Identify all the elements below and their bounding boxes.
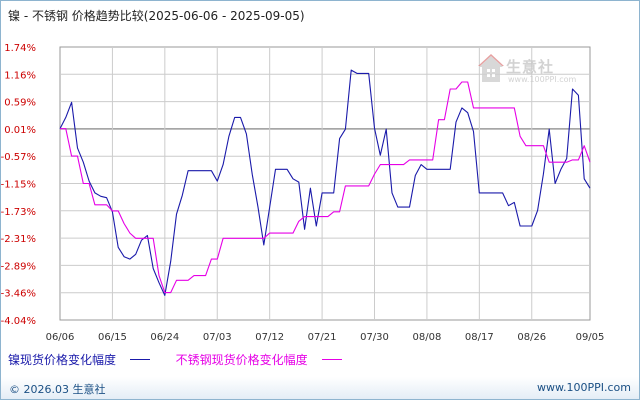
x-tick-label: 07/12: [255, 332, 284, 343]
site-link[interactable]: www.100PPI.com: [537, 381, 631, 394]
y-tick-label: -4.04%: [1, 316, 36, 327]
x-tick-label: 06/15: [98, 332, 127, 343]
x-tick-label: 07/03: [203, 332, 232, 343]
watermark-url: www.100PPI.com: [508, 75, 577, 84]
y-tick-label: -3.46%: [1, 289, 36, 300]
y-tick-label: -0.57%: [1, 152, 36, 163]
x-tick-label: 07/30: [360, 332, 389, 343]
y-tick-label: 1.74%: [4, 43, 36, 54]
x-axis: 06/06 06/15 06/24 07/03 07/12 07/21 07/30 08/08…: [46, 332, 605, 343]
x-tick-label: 08/08: [413, 332, 442, 343]
series-line-stainless: [60, 81, 591, 294]
legend-swatch-stainless: [321, 359, 342, 360]
watermark: 生意社 www.100PPI.com: [478, 54, 578, 90]
y-tick-label: -1.73%: [1, 207, 36, 218]
legend-label-nickel: 镍现货价格变化幅度: [8, 353, 117, 367]
legend: 镍现货价格变化幅度 不锈钢现货价格变化幅度: [8, 351, 364, 368]
series-lines: [59, 69, 591, 296]
series-line-nickel: [59, 69, 591, 296]
x-tick-label: 09/05: [576, 332, 605, 343]
y-tick-label: -1.15%: [1, 180, 36, 191]
x-tick-label: 08/17: [465, 332, 494, 343]
y-tick-label: -2.89%: [1, 261, 36, 272]
y-tick-label: -2.31%: [1, 234, 36, 245]
x-tick-label: 07/21: [308, 332, 337, 343]
chart-title: 镍 - 不锈钢 价格趋势比较(2025-06-06 - 2025-09-05): [8, 9, 305, 23]
footer: © 2026.03 生意社 www.100PPI.com: [1, 377, 639, 399]
y-tick-label: 0.01%: [4, 125, 36, 136]
y-tick-label: 1.16%: [4, 70, 36, 81]
copyright-text: © 2026.03 生意社: [9, 383, 106, 396]
watermark-name: 生意社: [506, 58, 555, 76]
x-tick-label: 06/06: [46, 332, 75, 343]
x-tick-label: 08/26: [517, 332, 546, 343]
y-axis: 1.74% 1.16% 0.59% 0.01% -0.57% -1.15% -1.73% -2…: [1, 43, 36, 327]
house-logo-icon: [478, 54, 504, 82]
legend-label-stainless: 不锈钢现货价格变化幅度: [175, 353, 308, 367]
x-tick-label: 06/24: [150, 332, 179, 343]
y-tick-label: 0.59%: [4, 98, 36, 109]
legend-swatch-nickel: [129, 359, 150, 360]
